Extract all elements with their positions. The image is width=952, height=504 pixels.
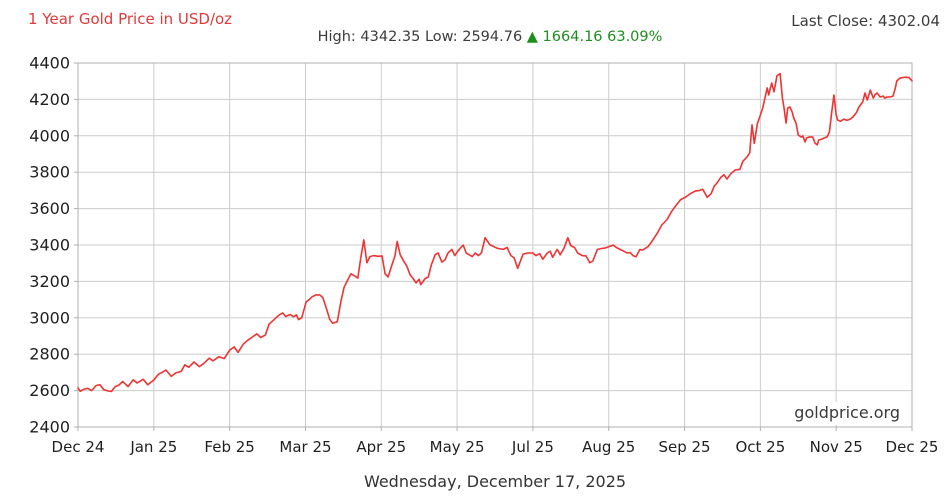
y-axis-label: 3400 — [29, 236, 70, 255]
y-axis-label: 4400 — [29, 54, 70, 73]
y-axis-label: 3000 — [29, 308, 70, 327]
chart-date: Wednesday, December 17, 2025 — [363, 472, 627, 491]
x-axis-label: Jan 25 — [129, 438, 177, 456]
y-axis-label: 3600 — [29, 199, 70, 218]
x-axis-label: May 25 — [430, 438, 485, 456]
x-axis-label: Dec 25 — [886, 438, 939, 456]
x-axis-label: Feb 25 — [204, 438, 254, 456]
plot-border — [77, 62, 913, 428]
y-axis-label: 2600 — [29, 381, 70, 400]
gold-price-line — [77, 72, 913, 393]
x-axis-label: Nov 25 — [810, 438, 863, 456]
y-axis-label: 4200 — [29, 90, 70, 109]
gain-text: ▲ 1664.16 63.09% — [526, 29, 663, 45]
x-axis-label: Dec 24 — [52, 438, 105, 456]
x-axis-label: Oct 25 — [735, 438, 785, 456]
x-axis-label: Jul 25 — [511, 438, 554, 456]
y-axis-label: 4000 — [29, 126, 70, 145]
x-axis-label: Apr 25 — [356, 438, 406, 456]
y-axis-label: 3800 — [29, 163, 70, 182]
y-axis-label: 3200 — [29, 272, 70, 291]
y-axis-label: 2800 — [29, 345, 70, 364]
x-axis-label: Aug 25 — [582, 438, 635, 456]
goldprice-watermark: goldprice.org — [784, 402, 910, 425]
y-axis-label: 2400 — [29, 418, 70, 437]
x-axis-label: Mar 25 — [279, 438, 331, 456]
last-close-value: Last Close: 4302.04 — [791, 12, 940, 30]
chart-title: 1 Year Gold Price in USD/oz — [28, 10, 233, 28]
x-axis-label: Sep 25 — [658, 438, 710, 456]
high-low-summary: High: 4342.35 Low: 2594.76 ▲ 1664.16 63.… — [318, 29, 663, 45]
high-low-text: High: 4342.35 Low: 2594.76 — [317, 29, 523, 45]
